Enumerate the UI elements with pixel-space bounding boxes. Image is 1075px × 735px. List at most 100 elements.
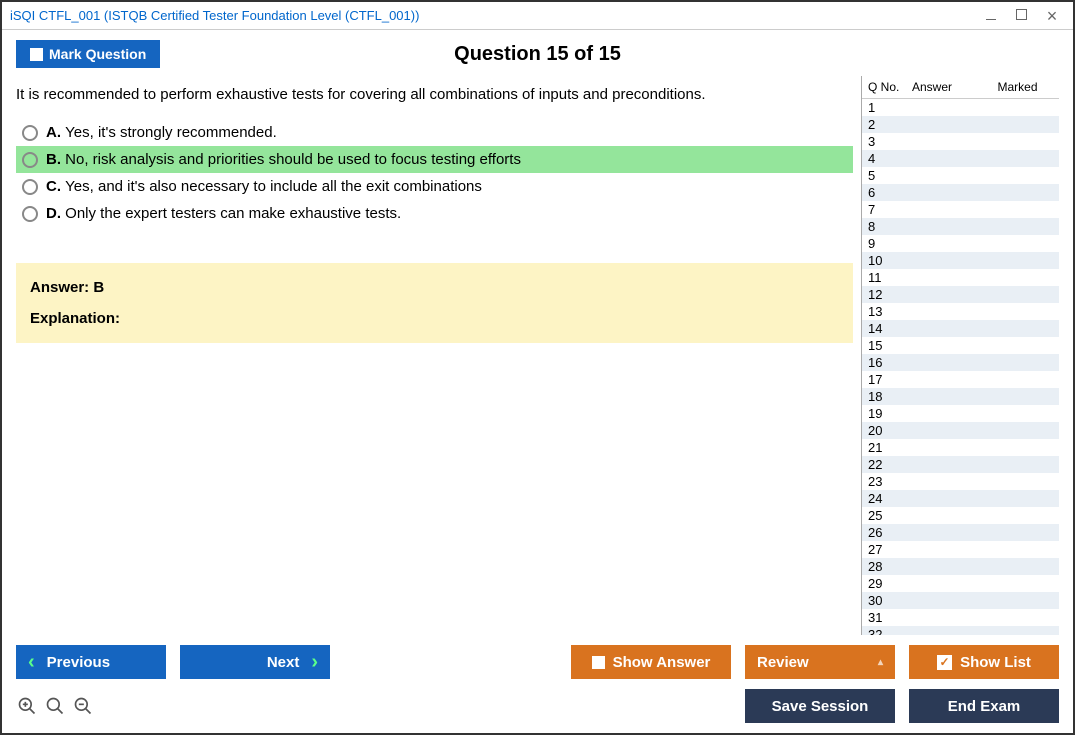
header-row: Mark Question Question 15 of 15	[2, 30, 1073, 76]
checkbox-icon	[30, 48, 43, 61]
minimize-icon[interactable]	[984, 9, 998, 23]
choice-row[interactable]: C. Yes, and it's also necessary to inclu…	[16, 173, 853, 200]
review-label: Review	[757, 654, 809, 671]
col-marked: Marked	[982, 80, 1053, 94]
question-list-row[interactable]: 20	[862, 422, 1059, 439]
session-row: Save Session End Exam	[16, 689, 1059, 723]
choice-row[interactable]: A. Yes, it's strongly recommended.	[16, 119, 853, 146]
row-number: 23	[868, 474, 912, 489]
row-number: 21	[868, 440, 912, 455]
row-number: 12	[868, 287, 912, 302]
question-list-row[interactable]: 12	[862, 286, 1059, 303]
row-number: 1	[868, 100, 912, 115]
col-answer: Answer	[912, 80, 982, 94]
row-number: 8	[868, 219, 912, 234]
row-number: 29	[868, 576, 912, 591]
question-list-row[interactable]: 25	[862, 507, 1059, 524]
row-number: 31	[868, 610, 912, 625]
review-button[interactable]: Review	[745, 645, 895, 679]
row-number: 7	[868, 202, 912, 217]
zoom-controls	[16, 695, 94, 717]
question-list-row[interactable]: 11	[862, 269, 1059, 286]
choice-text: D. Only the expert testers can make exha…	[46, 205, 401, 222]
question-prompt: It is recommended to perform exhaustive …	[16, 84, 853, 105]
question-list-row[interactable]: 7	[862, 201, 1059, 218]
choice-row[interactable]: B. No, risk analysis and priorities shou…	[16, 146, 853, 173]
question-list-row[interactable]: 8	[862, 218, 1059, 235]
row-number: 32	[868, 627, 912, 635]
save-session-button[interactable]: Save Session	[745, 689, 895, 723]
question-list-row[interactable]: 10	[862, 252, 1059, 269]
row-number: 5	[868, 168, 912, 183]
answer-box: Answer: B Explanation:	[16, 263, 853, 343]
next-button[interactable]: Next	[180, 645, 330, 679]
row-number: 22	[868, 457, 912, 472]
question-list-row[interactable]: 14	[862, 320, 1059, 337]
radio-icon	[22, 179, 38, 195]
row-number: 26	[868, 525, 912, 540]
row-number: 27	[868, 542, 912, 557]
previous-button[interactable]: Previous	[16, 645, 166, 679]
row-number: 11	[868, 270, 912, 285]
show-list-button[interactable]: ✓ Show List	[909, 645, 1059, 679]
question-list-row[interactable]: 21	[862, 439, 1059, 456]
radio-icon	[22, 206, 38, 222]
question-list-row[interactable]: 13	[862, 303, 1059, 320]
end-exam-button[interactable]: End Exam	[909, 689, 1059, 723]
question-list-panel: Q No. Answer Marked 12345678910111213141…	[861, 76, 1059, 635]
choice-row[interactable]: D. Only the expert testers can make exha…	[16, 200, 853, 227]
question-list-row[interactable]: 22	[862, 456, 1059, 473]
nav-row: Previous Next Show Answer Review ✓ Show …	[16, 645, 1059, 679]
maximize-icon[interactable]	[1016, 9, 1027, 20]
footer: Previous Next Show Answer Review ✓ Show …	[2, 635, 1073, 733]
answer-label: Answer: B	[30, 279, 839, 296]
question-list-row[interactable]: 26	[862, 524, 1059, 541]
question-list-row[interactable]: 15	[862, 337, 1059, 354]
show-list-label: Show List	[960, 654, 1031, 671]
question-list-row[interactable]: 32	[862, 626, 1059, 635]
window-title: iSQI CTFL_001 (ISTQB Certified Tester Fo…	[10, 8, 984, 23]
zoom-icon[interactable]	[44, 695, 66, 717]
question-list-row[interactable]: 4	[862, 150, 1059, 167]
row-number: 13	[868, 304, 912, 319]
save-session-label: Save Session	[772, 698, 869, 715]
explanation-label: Explanation:	[30, 310, 839, 327]
question-list-row[interactable]: 6	[862, 184, 1059, 201]
radio-icon	[22, 152, 38, 168]
row-number: 15	[868, 338, 912, 353]
row-number: 14	[868, 321, 912, 336]
choice-text: B. No, risk analysis and priorities shou…	[46, 151, 521, 168]
question-list-row[interactable]: 18	[862, 388, 1059, 405]
col-qno: Q No.	[868, 80, 912, 94]
row-number: 3	[868, 134, 912, 149]
question-panel: It is recommended to perform exhaustive …	[16, 76, 861, 635]
question-list-row[interactable]: 9	[862, 235, 1059, 252]
question-list-row[interactable]: 1	[862, 99, 1059, 116]
question-list-row[interactable]: 30	[862, 592, 1059, 609]
question-list-row[interactable]: 27	[862, 541, 1059, 558]
question-list[interactable]: 1234567891011121314151617181920212223242…	[862, 99, 1059, 635]
question-list-row[interactable]: 19	[862, 405, 1059, 422]
question-list-row[interactable]: 16	[862, 354, 1059, 371]
question-list-row[interactable]: 2	[862, 116, 1059, 133]
question-list-row[interactable]: 3	[862, 133, 1059, 150]
row-number: 9	[868, 236, 912, 251]
question-list-row[interactable]: 29	[862, 575, 1059, 592]
zoom-out-icon[interactable]	[72, 695, 94, 717]
body: It is recommended to perform exhaustive …	[2, 76, 1073, 635]
question-list-row[interactable]: 5	[862, 167, 1059, 184]
question-list-row[interactable]: 24	[862, 490, 1059, 507]
question-list-row[interactable]: 23	[862, 473, 1059, 490]
end-exam-label: End Exam	[948, 698, 1021, 715]
question-list-row[interactable]: 17	[862, 371, 1059, 388]
row-number: 30	[868, 593, 912, 608]
question-list-row[interactable]: 28	[862, 558, 1059, 575]
mark-question-label: Mark Question	[49, 46, 146, 62]
checkbox-checked-icon: ✓	[937, 655, 952, 670]
question-list-row[interactable]: 31	[862, 609, 1059, 626]
zoom-in-icon[interactable]	[16, 695, 38, 717]
close-icon[interactable]	[1045, 9, 1059, 23]
mark-question-button[interactable]: Mark Question	[16, 40, 160, 68]
show-answer-button[interactable]: Show Answer	[571, 645, 731, 679]
row-number: 24	[868, 491, 912, 506]
